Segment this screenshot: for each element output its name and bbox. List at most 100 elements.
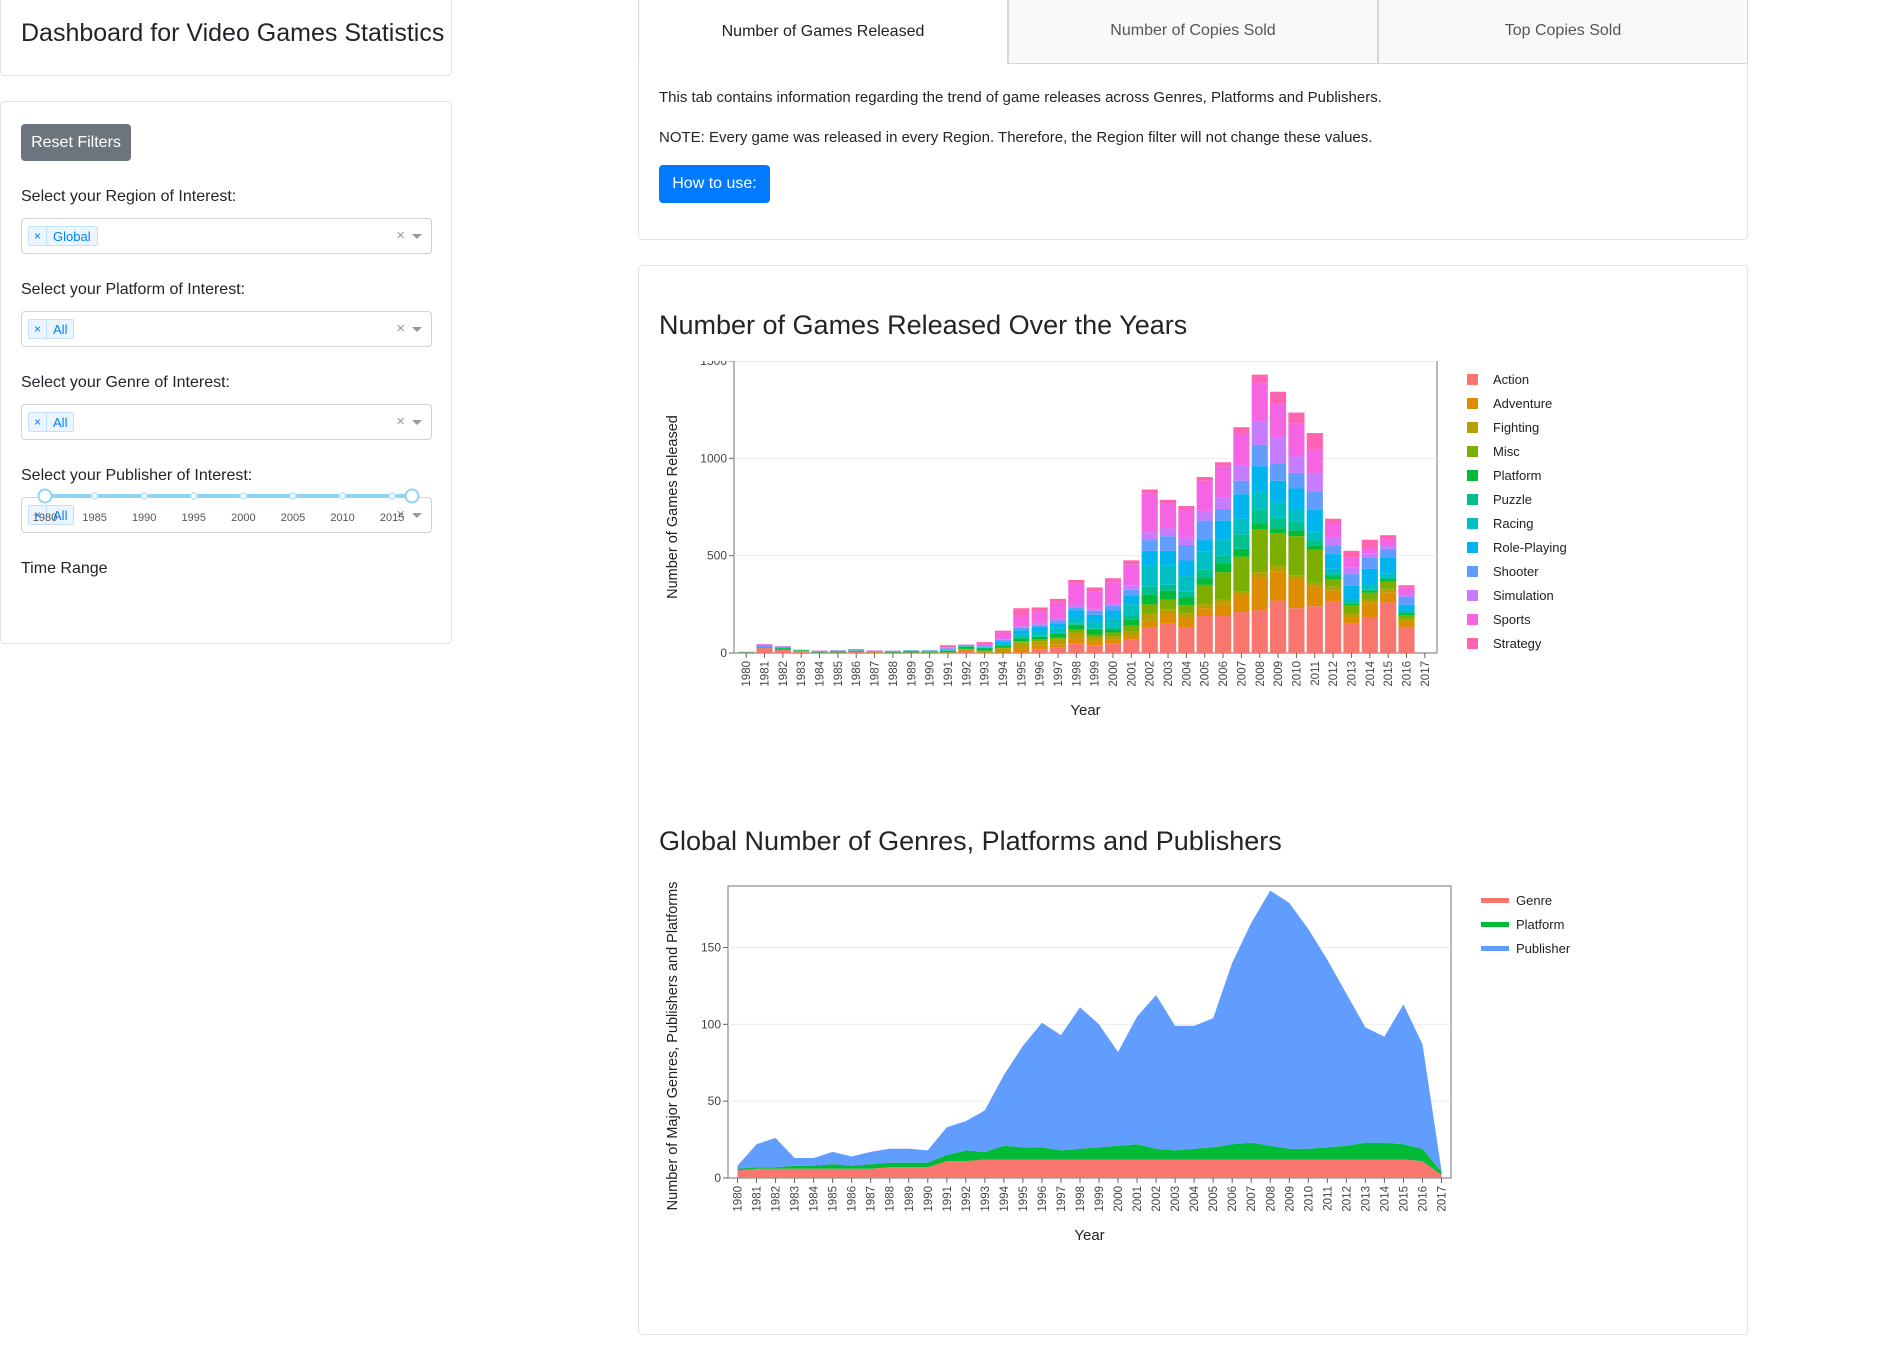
x-tick-label: 1994 bbox=[999, 1185, 1011, 1211]
bar-segment bbox=[1160, 591, 1176, 600]
bar-segment bbox=[1178, 545, 1194, 561]
chip-remove-icon[interactable]: × bbox=[29, 413, 47, 431]
x-tick-label: 1986 bbox=[851, 661, 863, 687]
bar-segment bbox=[1087, 592, 1103, 609]
bar-segment bbox=[940, 647, 956, 648]
x-tick-label: 1990 bbox=[925, 661, 937, 687]
bar-segment bbox=[1215, 599, 1231, 604]
clear-icon[interactable]: × bbox=[396, 413, 405, 430]
platform-dropdown[interactable]: × All × bbox=[21, 311, 432, 347]
region-dropdown[interactable]: × Global × bbox=[21, 218, 432, 254]
bar-segment bbox=[1343, 574, 1359, 586]
bar-segment bbox=[1325, 569, 1341, 574]
x-tick-label: 2004 bbox=[1189, 1185, 1201, 1211]
bar-segment bbox=[1105, 611, 1121, 619]
x-tick-label: 2002 bbox=[1145, 661, 1157, 687]
bar-segment bbox=[1288, 423, 1304, 456]
bar-segment bbox=[1380, 577, 1396, 579]
chevron-down-icon[interactable] bbox=[412, 327, 422, 332]
bar-segment bbox=[1252, 375, 1268, 383]
bar-segment bbox=[1197, 604, 1213, 608]
bar-segment bbox=[1013, 638, 1029, 641]
bar-segment bbox=[1013, 649, 1029, 653]
genre-dropdown[interactable]: × All × bbox=[21, 404, 432, 440]
chevron-down-icon[interactable] bbox=[412, 234, 422, 239]
bar-segment bbox=[1233, 549, 1249, 557]
chevron-down-icon[interactable] bbox=[412, 420, 422, 425]
bar-segment bbox=[1032, 607, 1048, 611]
x-tick-label: 2008 bbox=[1255, 661, 1267, 687]
y-tick-label: 100 bbox=[701, 1017, 721, 1031]
x-tick-label: 1996 bbox=[1037, 1186, 1049, 1212]
x-tick-label: 1999 bbox=[1090, 661, 1102, 687]
bar-segment bbox=[977, 647, 993, 648]
bar-segment bbox=[1178, 628, 1194, 653]
reset-filters-button[interactable]: Reset Filters bbox=[21, 124, 131, 161]
bar-segment bbox=[1032, 645, 1048, 649]
platform-chip-value: All bbox=[47, 322, 73, 337]
x-tick-label: 1998 bbox=[1075, 1186, 1087, 1212]
legend-label: Genre bbox=[1516, 893, 1552, 908]
bar-segment bbox=[1325, 554, 1341, 569]
bar-segment bbox=[1325, 524, 1341, 538]
bar-segment bbox=[1270, 392, 1286, 404]
bar-segment bbox=[1398, 628, 1414, 653]
x-tick-label: 1995 bbox=[1016, 661, 1028, 687]
clear-icon[interactable]: × bbox=[396, 320, 405, 337]
slider-mark-dot bbox=[340, 493, 346, 499]
bar-segment bbox=[1178, 510, 1194, 537]
bar-segment bbox=[1123, 590, 1139, 596]
slider-mark-label: 2005 bbox=[281, 512, 305, 524]
bar-segment bbox=[1160, 609, 1176, 614]
bar-segment bbox=[1068, 643, 1084, 653]
legend-swatch bbox=[1467, 542, 1478, 553]
x-tick-label: 2011 bbox=[1310, 661, 1322, 686]
bar-segment bbox=[1123, 560, 1139, 564]
y-tick-label: 0 bbox=[714, 1171, 721, 1185]
bar-segment bbox=[1123, 632, 1139, 636]
x-tick-label: 2001 bbox=[1126, 661, 1138, 687]
tab-copies-sold[interactable]: Number of Copies Sold bbox=[1008, 0, 1378, 64]
bar-segment bbox=[1252, 524, 1268, 530]
slider-handle-start[interactable] bbox=[39, 490, 52, 503]
bar-segment bbox=[1197, 616, 1213, 653]
bar-segment bbox=[756, 648, 772, 653]
genre-chip: × All bbox=[28, 412, 74, 432]
bar-segment bbox=[1307, 531, 1323, 540]
area-chart-title: Global Number of Genres, Platforms and P… bbox=[659, 826, 1282, 857]
bar-segment bbox=[1105, 639, 1121, 643]
slider-handle-end[interactable] bbox=[406, 490, 419, 503]
x-tick-label: 2009 bbox=[1273, 661, 1285, 687]
bar-segment bbox=[1105, 633, 1121, 637]
x-tick-label: 1985 bbox=[828, 1186, 840, 1212]
bar-segment bbox=[1050, 623, 1066, 627]
bar-segment bbox=[1032, 639, 1048, 641]
how-to-use-button[interactable]: How to use: bbox=[659, 165, 770, 203]
chip-remove-icon[interactable]: × bbox=[29, 320, 47, 338]
region-label: Select your Region of Interest: bbox=[21, 188, 236, 206]
bar-segment bbox=[1288, 575, 1304, 579]
x-tick-label: 1980 bbox=[733, 1186, 745, 1212]
bar-segment bbox=[1068, 610, 1084, 618]
tab-games-released[interactable]: Number of Games Released bbox=[638, 0, 1008, 64]
x-tick-label: 1981 bbox=[760, 661, 772, 687]
bar-segment bbox=[1215, 563, 1231, 572]
tab-top-copies-sold[interactable]: Top Copies Sold bbox=[1378, 0, 1748, 64]
x-tick-label: 1983 bbox=[796, 661, 808, 687]
clear-icon[interactable]: × bbox=[396, 227, 405, 244]
x-tick-label: 2003 bbox=[1170, 1186, 1182, 1212]
legend-swatch bbox=[1467, 518, 1478, 529]
bar-segment bbox=[995, 646, 1011, 648]
bar-segment bbox=[1197, 608, 1213, 616]
bar-segment bbox=[1343, 599, 1359, 602]
bar-segment bbox=[1105, 606, 1121, 611]
legend-swatch bbox=[1467, 470, 1478, 481]
bar-segment bbox=[1123, 596, 1139, 605]
time-range-label: Time Range bbox=[21, 560, 108, 578]
legend-label: Adventure bbox=[1493, 396, 1552, 411]
bar-segment bbox=[1160, 565, 1176, 584]
chip-remove-icon[interactable]: × bbox=[29, 227, 47, 245]
bar-segment bbox=[1013, 608, 1029, 615]
bar-segment bbox=[1142, 489, 1158, 493]
